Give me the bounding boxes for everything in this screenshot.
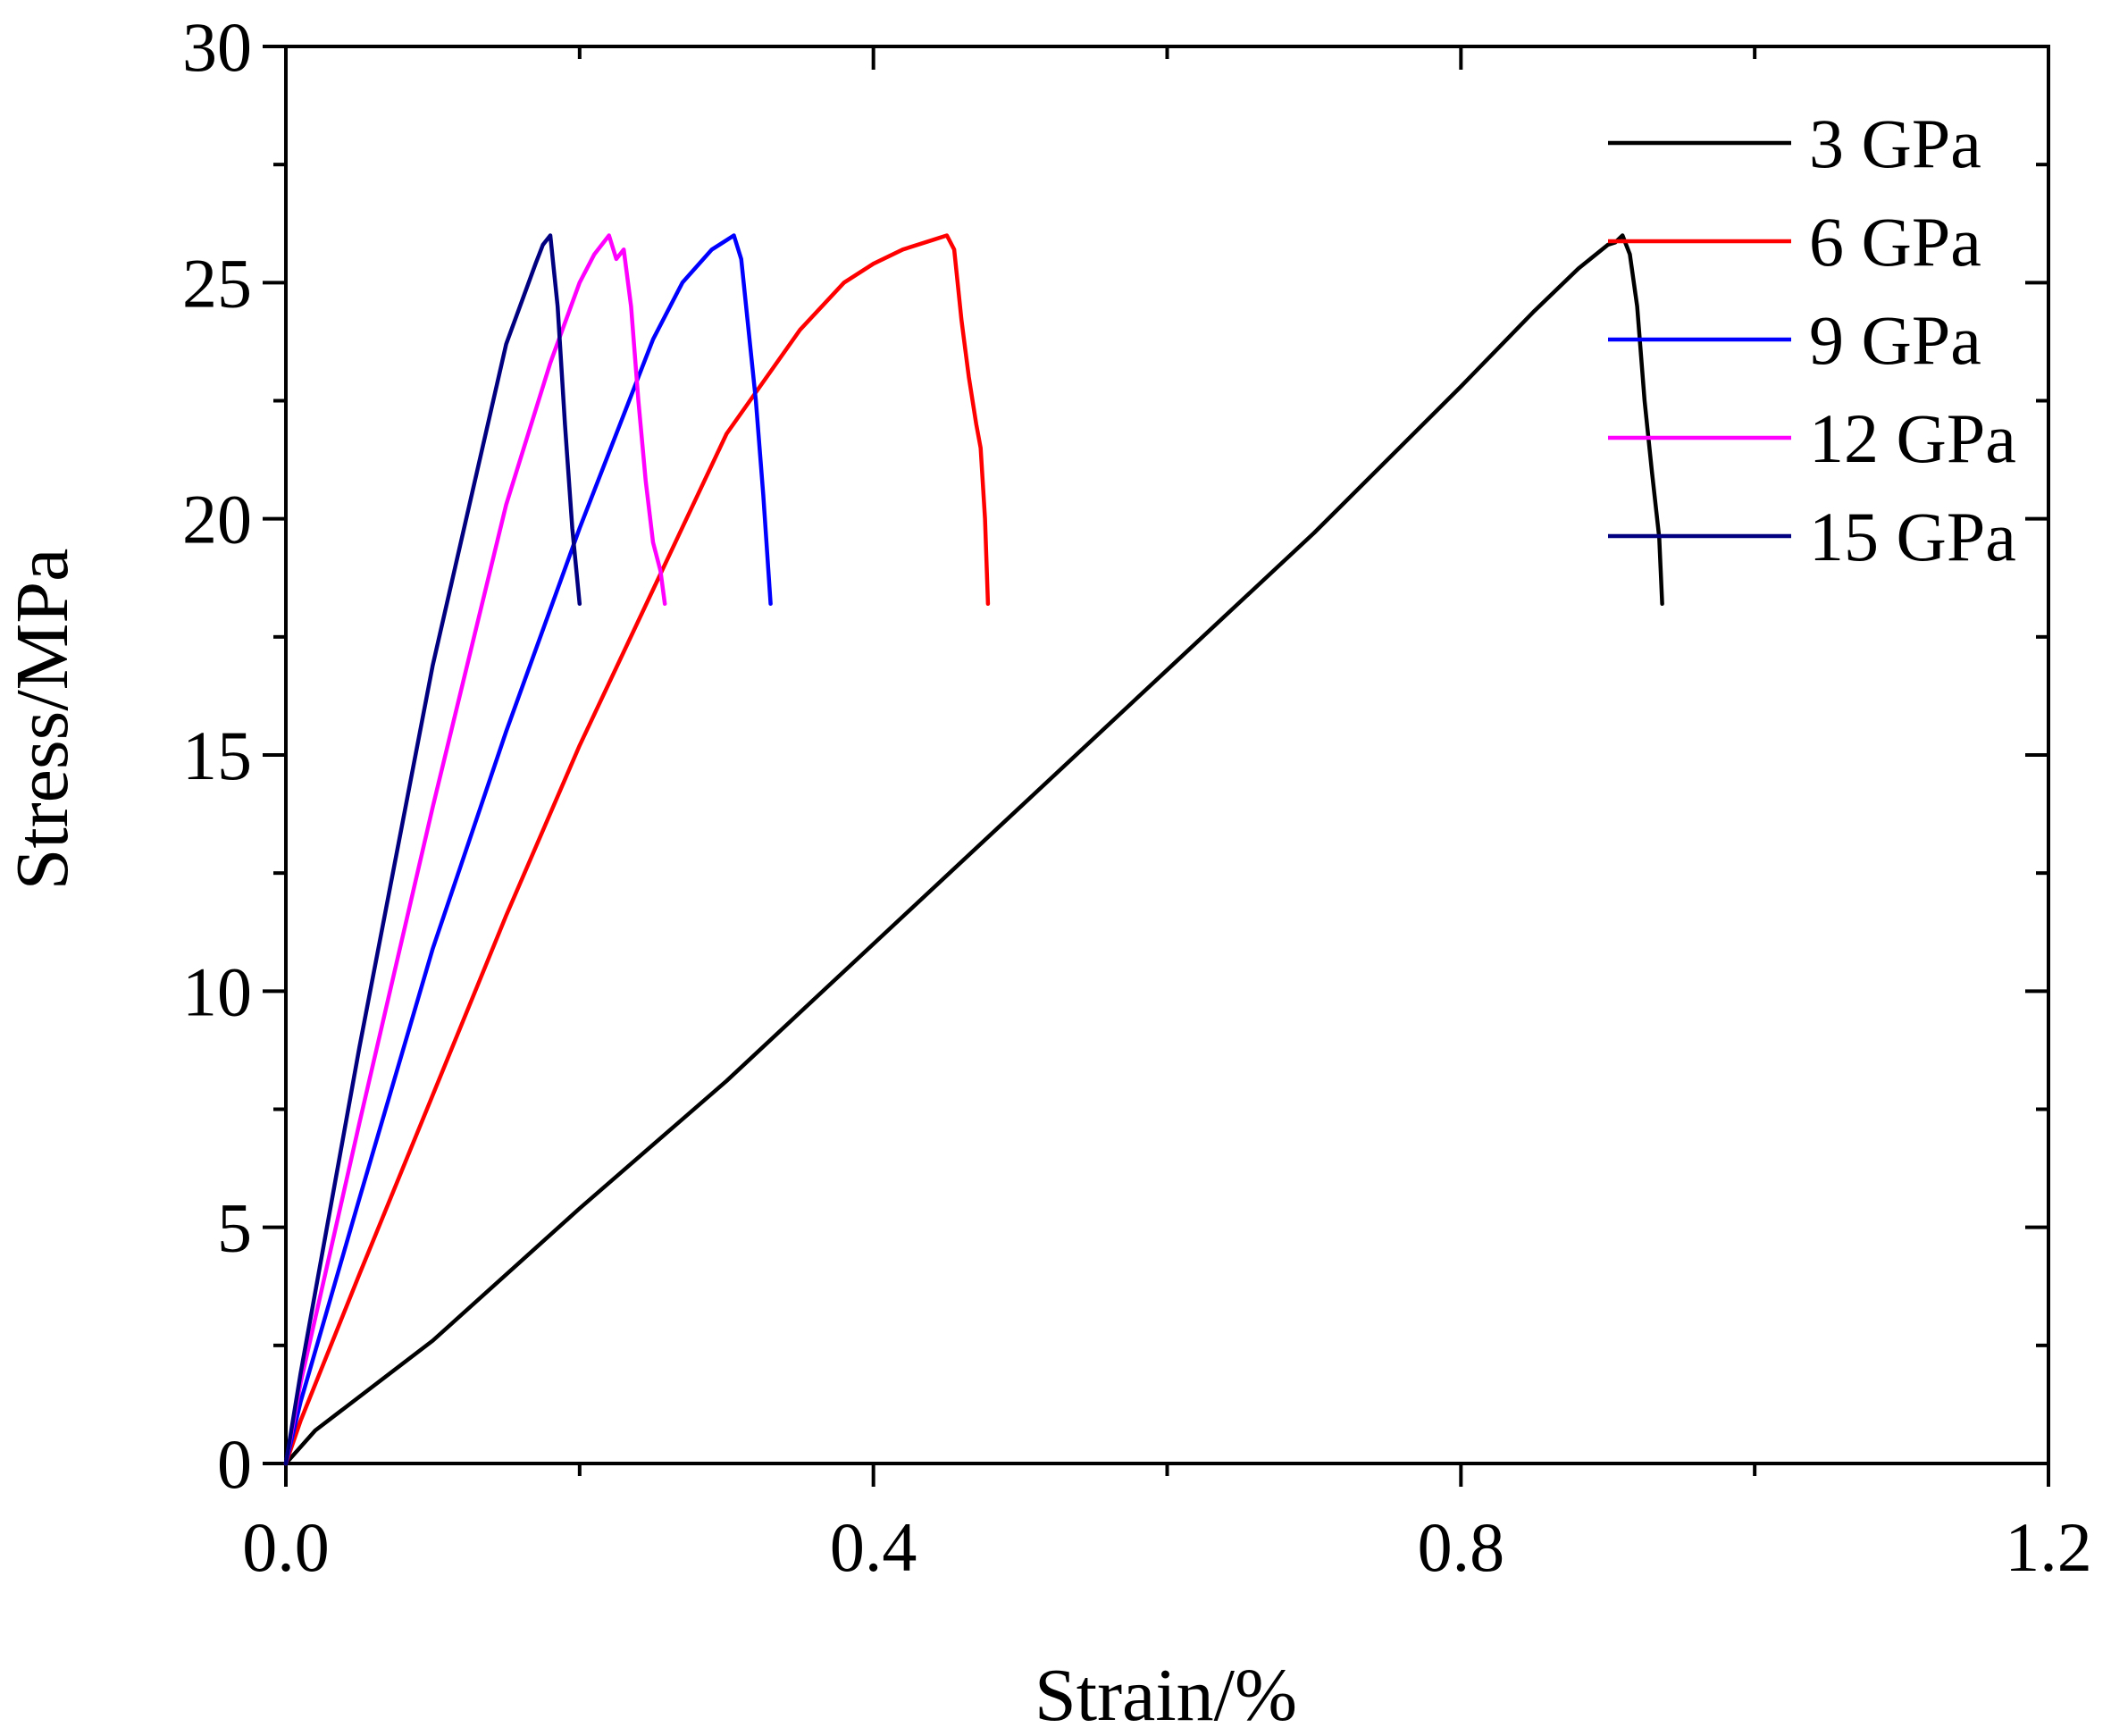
legend: 3 GPa 6 GPa 9 GPa 12 GPa 15 GPa: [1608, 105, 2016, 575]
y-tick-label: 10: [182, 952, 252, 1030]
legend-label: 6 GPa: [1809, 203, 1981, 281]
y-tick-label: 5: [217, 1189, 252, 1267]
y-axis-title: Stress/MPa: [1, 549, 84, 891]
y-tick-label: 15: [182, 717, 252, 794]
axis-ticks: [263, 45, 2050, 1487]
series-line-3-gpa: [283, 233, 1664, 1466]
y-tick-label: 30: [182, 8, 252, 86]
legend-label: 12 GPa: [1809, 399, 2016, 477]
legend-label: 9 GPa: [1809, 301, 1981, 379]
series-line-12-gpa: [283, 233, 667, 1466]
series-line-9-gpa: [283, 233, 773, 1466]
y-tick-label: 25: [182, 244, 252, 322]
plot-border: [284, 45, 2050, 1465]
legend-label: 3 GPa: [1809, 105, 1981, 182]
legend-label: 15 GPa: [1809, 498, 2016, 575]
x-tick-label: 0.0: [242, 1508, 330, 1586]
plot-frame: [284, 45, 2050, 1465]
y-tick-label: 20: [182, 481, 252, 558]
series-lines: [283, 233, 1664, 1466]
x-tick-label: 0.4: [830, 1508, 917, 1586]
series-line-15-gpa: [283, 233, 582, 1466]
x-tick-label: 0.8: [1418, 1508, 1505, 1586]
axis-tick-labels: 0.0 0.4 0.8 1.2 0 5 10 15 20 25 30: [182, 8, 2092, 1586]
x-tick-label: 1.2: [2005, 1508, 2092, 1586]
series-line-6-gpa: [283, 233, 991, 1466]
y-tick-label: 0: [217, 1425, 252, 1503]
x-axis-title: Strain/%: [1035, 1654, 1297, 1736]
